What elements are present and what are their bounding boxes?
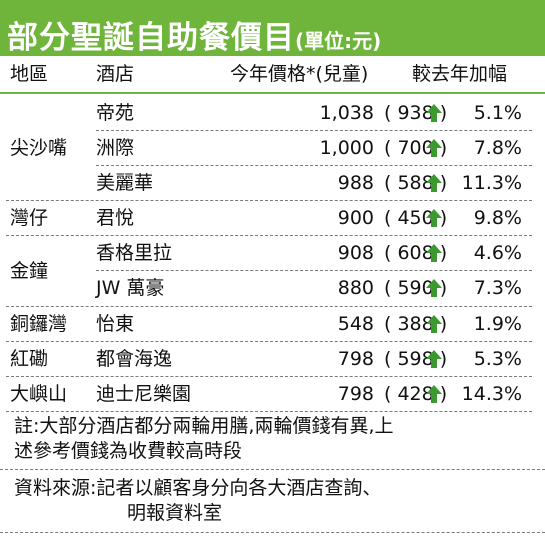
- adult-price: 798: [337, 348, 374, 370]
- hotel-name: 君悅: [96, 207, 135, 229]
- up-arrow-icon: [426, 341, 442, 377]
- table-row: 怡東 548 ( 388 ) 1.9%: [96, 306, 526, 342]
- source-note: 資料來源:記者以顧客身分向各大酒店查詢、 明報資料室: [14, 476, 534, 526]
- table-row: 都會海逸 798 ( 598 ) 5.3%: [96, 341, 526, 377]
- table-row: 美麗華 988 ( 588 ) 11.3%: [96, 165, 526, 201]
- header-area: 地區: [10, 63, 49, 85]
- area-label: 大嶼山: [10, 383, 68, 405]
- change-percent: 5.1%: [473, 102, 522, 124]
- unit-label: (單位:元): [295, 29, 382, 53]
- change-percent: 7.3%: [473, 277, 522, 299]
- table-row: 帝苑 1,038 ( 938 ) 5.1%: [96, 95, 526, 131]
- up-arrow-icon: [426, 95, 442, 131]
- header-price: 今年價格*(兒童): [230, 63, 369, 85]
- source-line: 明報資料室: [127, 502, 223, 524]
- child-price: ( 588 ): [384, 172, 448, 194]
- child-price: ( 428 ): [384, 383, 448, 405]
- hotel-name: JW 萬豪: [96, 277, 165, 299]
- adult-price: 880: [337, 277, 374, 299]
- change-percent: 4.6%: [473, 242, 522, 264]
- area-label: 灣仔: [10, 207, 49, 229]
- child-price: ( 388 ): [384, 313, 448, 335]
- row-divider: [96, 270, 532, 271]
- footnote-line: 註:大部分酒店都分兩輪用膳,兩輪價錢有異,上: [14, 415, 394, 437]
- hotel-name: 帝苑: [96, 102, 135, 124]
- table-header: 地區 酒店 今年價格*(兒童) 較去年加幅: [0, 56, 545, 94]
- adult-price: 988: [337, 172, 374, 194]
- hotel-name: 洲際: [96, 137, 135, 159]
- group-divider: [6, 341, 532, 342]
- footnote-line: 述參考價錢為收費較高時段: [14, 440, 243, 462]
- change-percent: 1.9%: [473, 313, 522, 335]
- hotel-name: 迪士尼樂園: [96, 383, 192, 405]
- change-percent: 7.8%: [473, 137, 522, 159]
- change-percent: 5.3%: [473, 348, 522, 370]
- change-percent: 14.3%: [461, 383, 522, 405]
- group-divider: [6, 235, 532, 236]
- child-price: ( 598 ): [384, 348, 448, 370]
- child-price: ( 700 ): [384, 137, 448, 159]
- up-arrow-icon: [426, 270, 442, 306]
- row-divider: [96, 130, 532, 131]
- up-arrow-icon: [426, 165, 442, 201]
- page-title: 部分聖誕自助餐價目: [7, 20, 295, 56]
- child-price: ( 938 ): [384, 102, 448, 124]
- header-change: 較去年加幅: [412, 63, 508, 85]
- child-price: ( 450 ): [384, 207, 448, 229]
- area-label: 紅磡: [10, 348, 49, 370]
- header-hotel: 酒店: [96, 63, 135, 85]
- area-label: 尖沙嘴: [10, 137, 68, 159]
- child-price: ( 590 ): [384, 277, 448, 299]
- area-label: 銅鑼灣: [10, 313, 68, 335]
- change-percent: 9.8%: [473, 207, 522, 229]
- group-divider: [6, 200, 532, 201]
- adult-price: 798: [337, 383, 374, 405]
- hotel-name: 怡東: [96, 313, 135, 335]
- up-arrow-icon: [426, 306, 442, 342]
- hotel-name: 都會海逸: [96, 348, 173, 370]
- footnote: 註:大部分酒店都分兩輪用膳,兩輪價錢有異,上 述參考價錢為收費較高時段: [14, 414, 534, 464]
- title-bar: 部分聖誕自助餐價目(單位:元): [0, 0, 545, 56]
- table-row: 君悅 900 ( 450 ) 9.8%: [96, 200, 526, 236]
- group-divider: [6, 376, 532, 377]
- up-arrow-icon: [426, 200, 442, 236]
- child-price: ( 608 ): [384, 242, 448, 264]
- group-divider: [6, 306, 532, 307]
- adult-price: 1,038: [319, 102, 374, 124]
- up-arrow-icon: [426, 376, 442, 412]
- row-divider: [96, 165, 532, 166]
- table-row: 香格里拉 908 ( 608 ) 4.6%: [96, 235, 526, 271]
- table-row: 洲際 1,000 ( 700 ) 7.8%: [96, 130, 526, 166]
- bottom-divider: [0, 532, 545, 533]
- adult-price: 900: [337, 207, 374, 229]
- source-line: 資料來源:記者以顧客身分向各大酒店查詢、: [14, 477, 382, 499]
- note-divider: [0, 469, 545, 470]
- change-percent: 11.3%: [461, 172, 522, 194]
- table-row: 迪士尼樂園 798 ( 428 ) 14.3%: [96, 376, 526, 412]
- up-arrow-icon: [426, 130, 442, 166]
- group-divider: [6, 411, 532, 412]
- adult-price: 908: [337, 242, 374, 264]
- table-row: JW 萬豪 880 ( 590 ) 7.3%: [96, 270, 526, 306]
- hotel-name: 香格里拉: [96, 242, 173, 264]
- up-arrow-icon: [426, 235, 442, 271]
- hotel-name: 美麗華: [96, 172, 154, 194]
- area-label: 金鐘: [10, 260, 49, 282]
- adult-price: 548: [337, 313, 374, 335]
- adult-price: 1,000: [319, 137, 374, 159]
